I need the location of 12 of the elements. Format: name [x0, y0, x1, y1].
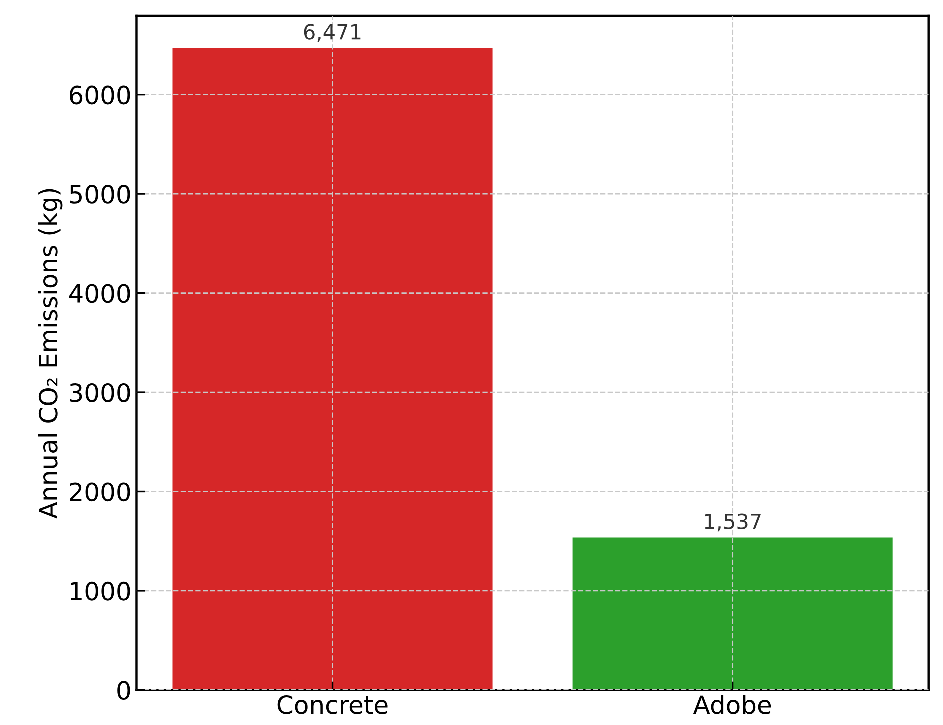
- y-tick-label: 3000: [70, 383, 130, 402]
- y-tick-label: 1000: [70, 582, 130, 601]
- x-tick-label: Adobe: [693, 695, 772, 714]
- y-tick-label: 4000: [69, 284, 130, 304]
- y-tick-label: 5000: [70, 185, 130, 204]
- y-axis-title: Annual CO₂ Emissions (kg): [38, 189, 63, 519]
- y-tick-label: 6000: [70, 86, 130, 105]
- data-label: 1,537: [705, 514, 761, 532]
- y-tick-label: 2000: [70, 482, 130, 502]
- data-label: 6,471: [304, 24, 361, 42]
- x-tick-label: Concrete: [278, 696, 388, 714]
- y-tick-label: 0: [118, 681, 130, 700]
